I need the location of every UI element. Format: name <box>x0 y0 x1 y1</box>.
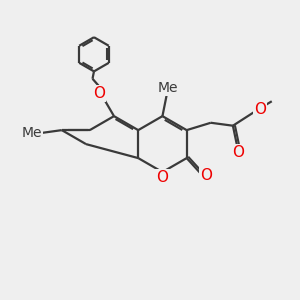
Text: Me: Me <box>158 81 178 94</box>
Text: O: O <box>200 168 212 183</box>
Text: O: O <box>254 102 266 117</box>
Text: O: O <box>93 86 105 101</box>
Text: O: O <box>232 145 244 160</box>
Text: Me: Me <box>22 126 42 140</box>
Text: O: O <box>156 170 168 185</box>
